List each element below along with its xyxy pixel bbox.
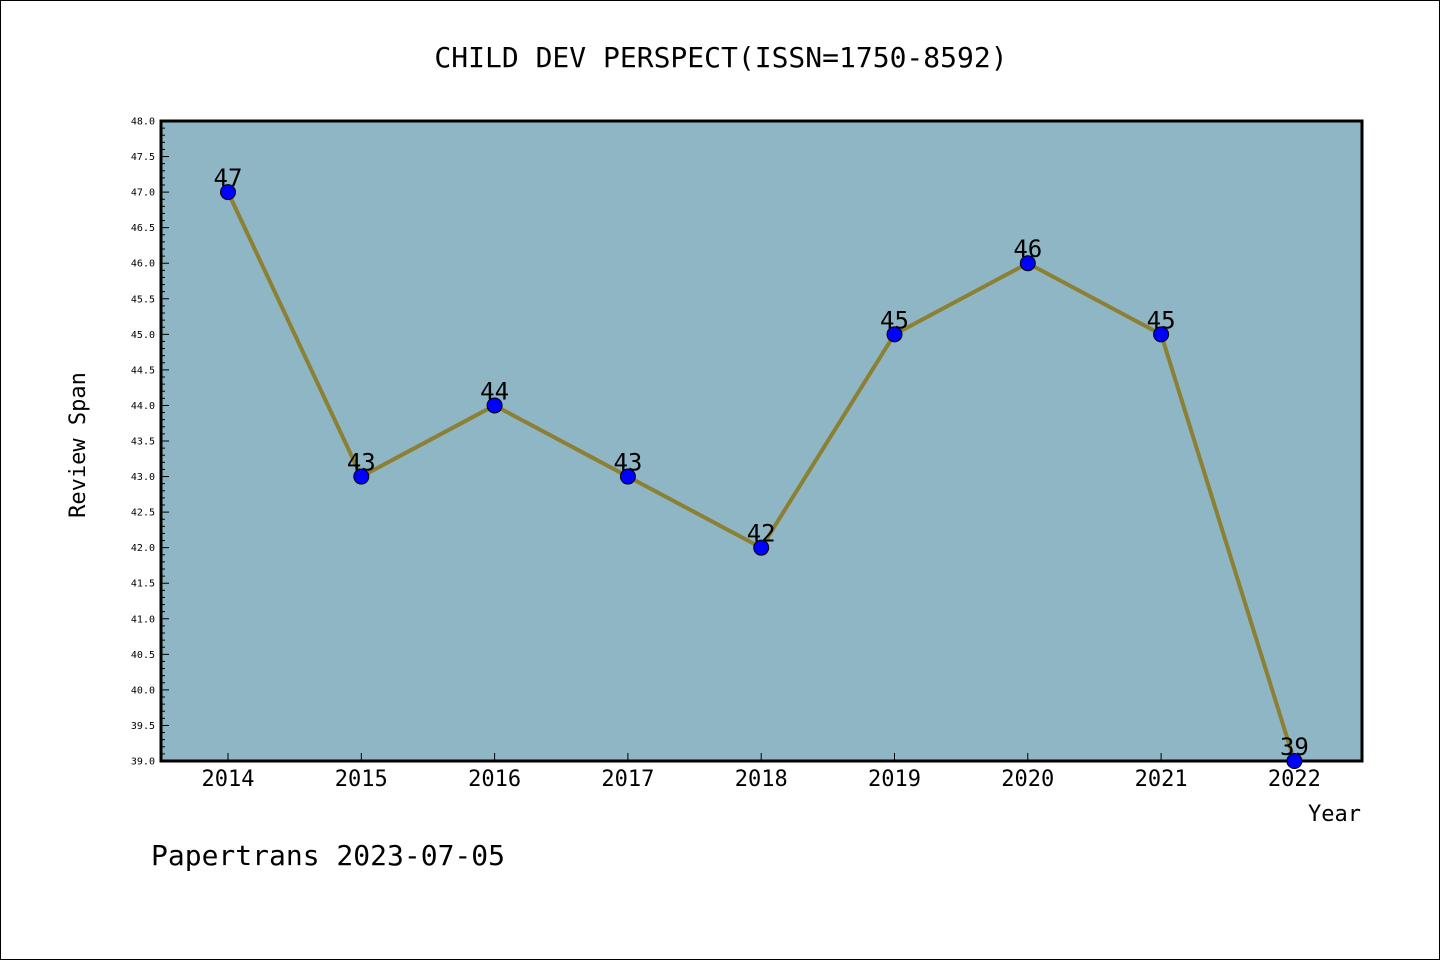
data-point (753, 539, 770, 556)
y-tick-label: 45.5 (131, 294, 155, 305)
y-tick-label: 43.5 (131, 437, 155, 448)
data-point (353, 468, 370, 485)
y-tick-label: 48.0 (131, 117, 155, 128)
x-axis-label: Year (1308, 802, 1361, 827)
data-label: 46 (1013, 235, 1042, 263)
data-point (1286, 753, 1303, 769)
y-tick-label: 43.0 (131, 472, 155, 483)
data-label: 43 (613, 449, 642, 477)
y-tick-label: 42.5 (131, 508, 155, 519)
x-tick-label: 2018 (735, 767, 788, 792)
data-point (619, 468, 636, 485)
y-tick-label: 44.0 (131, 401, 155, 412)
data-point (220, 184, 236, 201)
x-tick-label: 2017 (601, 767, 654, 792)
data-label: 42 (747, 520, 776, 548)
y-tick-label: 40.0 (131, 685, 155, 696)
data-point (486, 397, 503, 414)
y-tick-label: 47.5 (131, 152, 155, 163)
data-label: 45 (1147, 306, 1176, 334)
x-tick-label: 2022 (1268, 767, 1321, 792)
y-tick-label: 41.0 (131, 614, 155, 625)
y-tick-label: 46.5 (131, 223, 155, 234)
y-axis-label: Review Span (66, 372, 91, 518)
x-tick-label: 2020 (1001, 767, 1054, 792)
data-label: 39 (1280, 733, 1309, 761)
data-label: 45 (880, 306, 909, 334)
data-label: 47 (214, 164, 243, 192)
chart-title: CHILD DEV PERSPECT(ISSN=1750-8592) (434, 41, 1007, 74)
data-label: 43 (347, 449, 376, 477)
y-tick-label: 45.0 (131, 330, 155, 341)
footer-text: Papertrans 2023-07-05 (151, 839, 505, 872)
x-tick-label: 2019 (868, 767, 921, 792)
data-labels: 47 43 44 43 42 45 46 45 39 (214, 164, 1309, 761)
y-tick-label: 39.0 (131, 757, 155, 768)
y-tick-label: 41.5 (131, 579, 155, 590)
x-tick-label: 2016 (468, 767, 521, 792)
x-tick-label: 2014 (202, 767, 255, 792)
x-tick-label: 2015 (335, 767, 388, 792)
data-point (886, 326, 903, 343)
y-tick-label: 42.0 (131, 543, 155, 554)
data-point (1019, 255, 1036, 272)
y-tick-label: 46.0 (131, 259, 155, 270)
plot-area (159, 119, 1364, 763)
data-points (220, 184, 1303, 769)
y-tick-label: 39.5 (131, 721, 155, 732)
x-axis: 2014 2015 2016 2017 2018 2019 2020 2021 2022 (202, 753, 1321, 792)
data-point (1153, 326, 1170, 343)
y-tick-label: 44.5 (131, 365, 155, 376)
data-label: 44 (480, 377, 509, 405)
y-tick-label: 40.5 (131, 650, 155, 661)
y-axis: 39.0 39.5 40.0 40.5 41.0 41.5 42.0 42.5 43.0 43.5… (131, 117, 169, 768)
x-tick-label: 2021 (1135, 767, 1188, 792)
y-tick-label: 47.0 (131, 188, 155, 199)
